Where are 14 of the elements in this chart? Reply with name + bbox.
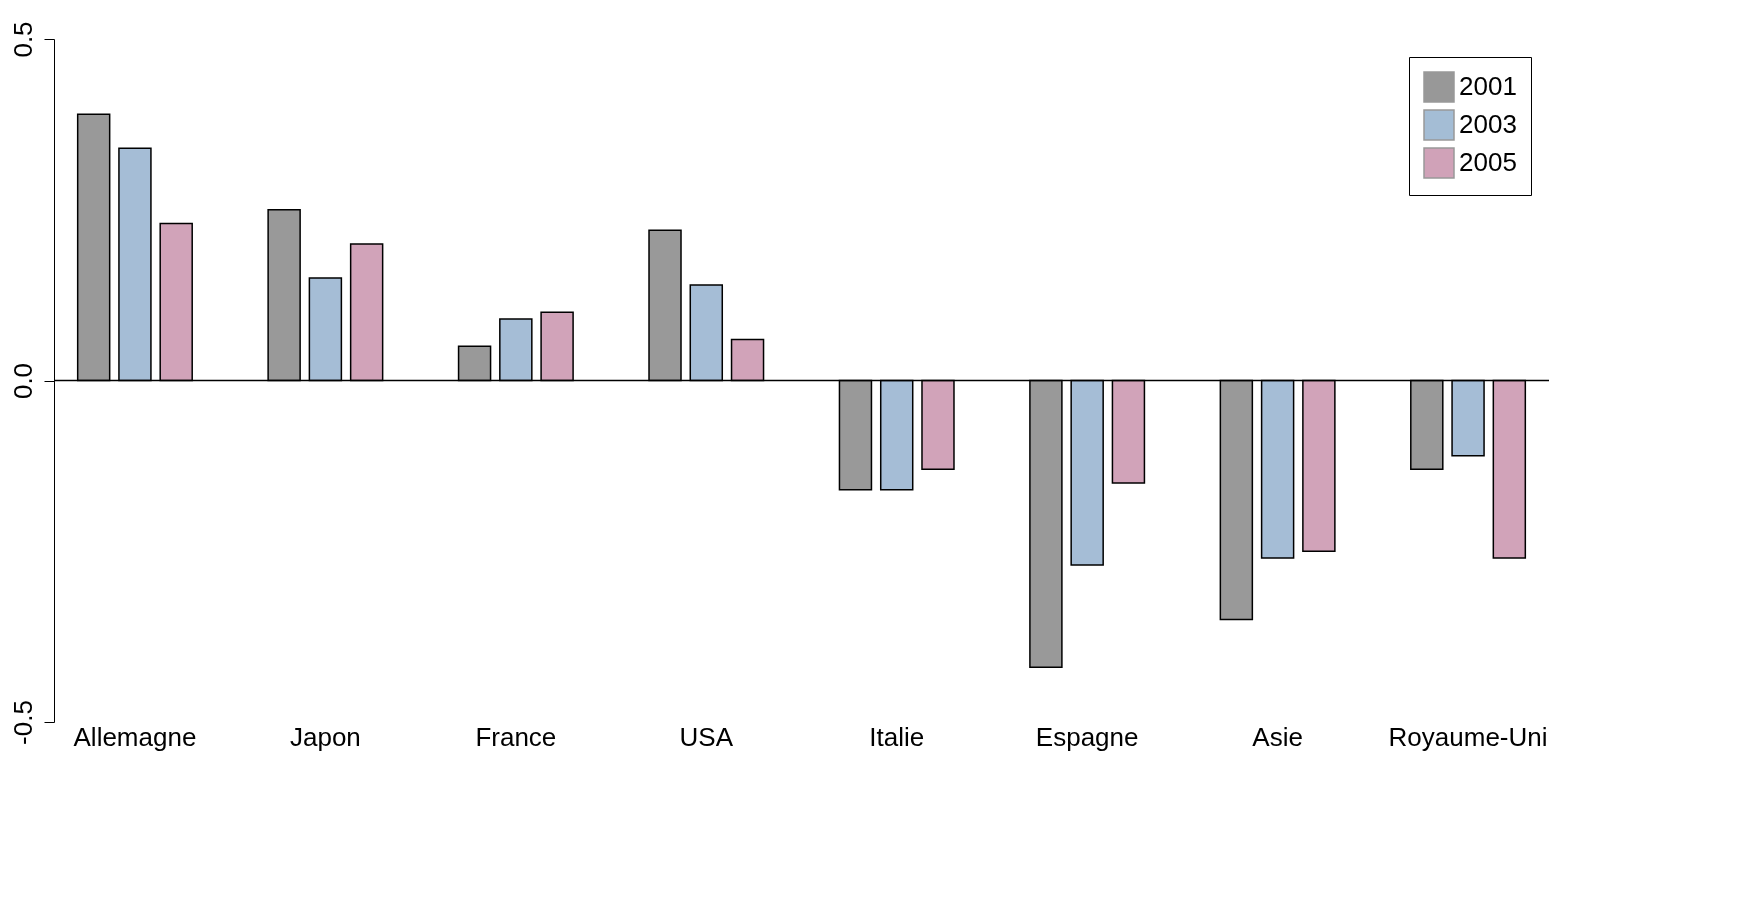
x-tick-label: Italie	[869, 721, 925, 752]
legend-label: 2001	[1459, 71, 1517, 101]
x-tick-label: USA	[679, 721, 734, 752]
x-tick-label: Royaume-Uni	[1388, 721, 1548, 752]
legend-label: 2005	[1459, 147, 1517, 177]
y-tick-label: 0.0	[7, 362, 38, 400]
legend-label: 2003	[1459, 109, 1517, 139]
x-tick-label: Espagne	[1035, 721, 1139, 752]
x-tick-label: Asie	[1252, 721, 1303, 752]
x-tick-label: Japon	[289, 721, 361, 752]
y-tick-label: 0.5	[7, 21, 38, 58]
y-tick-label: -0.5	[7, 700, 38, 745]
x-tick-label: Allemagne	[73, 721, 197, 752]
x-tick-label: France	[475, 721, 557, 752]
